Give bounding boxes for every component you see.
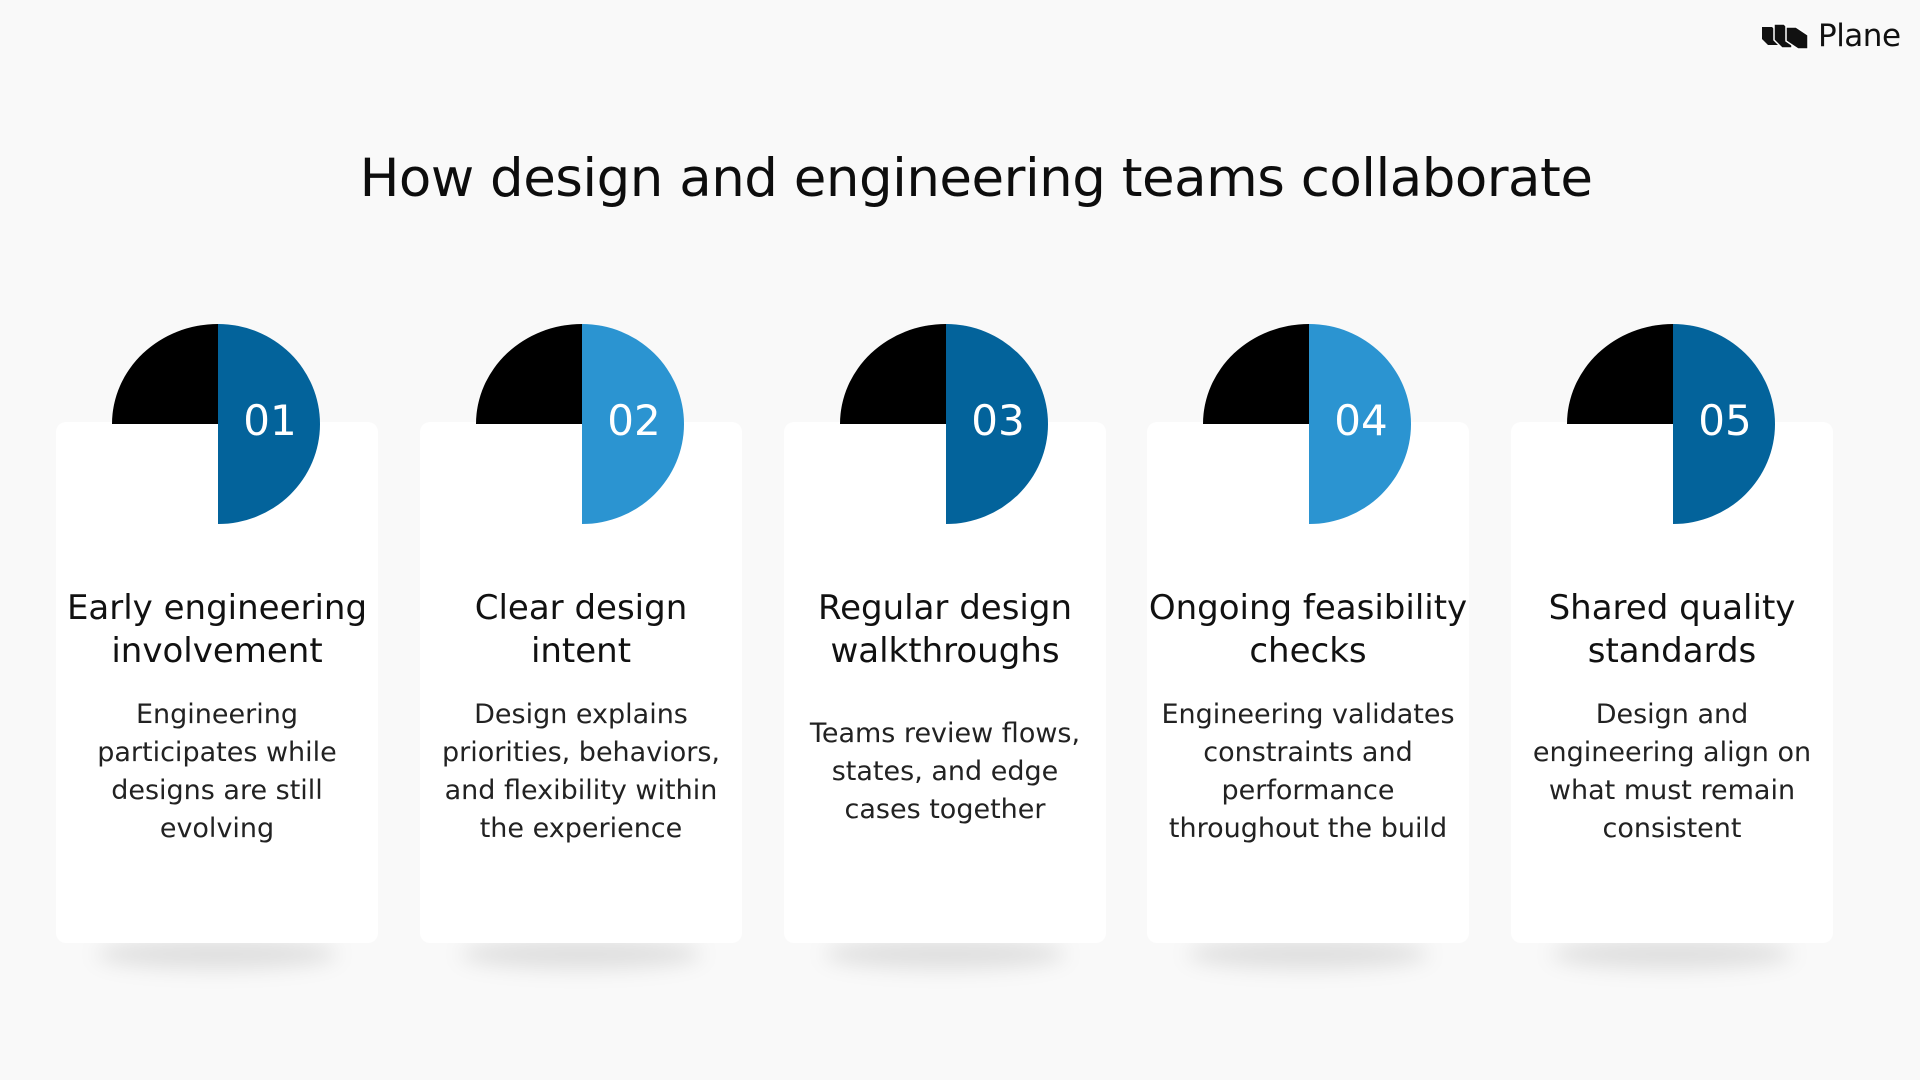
card-title: Regular design walkthroughs (817, 588, 1072, 671)
card-shadow (824, 939, 1066, 969)
step-card: 04 Ongoing feasibility checks Engineerin… (1147, 324, 1469, 969)
step-card: 01 Early engineering involvement Enginee… (56, 324, 378, 969)
card-shadow (1187, 939, 1429, 969)
card-description: Design and engineering align on what mus… (1532, 699, 1812, 844)
step-badge-icon (840, 324, 1048, 524)
step-badge-icon (1203, 324, 1411, 524)
step-card: 03 Regular design walkthroughs Teams rev… (784, 324, 1106, 969)
step-badge-icon (112, 324, 320, 524)
card-shadow (1551, 939, 1793, 969)
step-number: 02 (607, 396, 661, 445)
step-number: 03 (971, 396, 1025, 445)
card-title: Clear design intent (474, 588, 688, 671)
brand-logo: Plane (1762, 18, 1901, 54)
step-badge-icon (1567, 324, 1775, 524)
card-shadow (96, 939, 338, 969)
page-title: How design and engineering teams collabo… (359, 148, 1593, 209)
step-number: 05 (1698, 396, 1752, 445)
step-number: 04 (1334, 396, 1388, 445)
step-badge-icon (476, 324, 684, 524)
step-card: 02 Clear design intent Design explains p… (420, 324, 742, 969)
card-description: Design explains priorities, behaviors, a… (442, 699, 720, 844)
step-number: 01 (243, 396, 297, 445)
plane-logo-icon (1762, 23, 1809, 50)
brand-name: Plane (1818, 18, 1901, 54)
step-card: 05 Shared quality standards Design and e… (1511, 324, 1833, 969)
card-description: Engineering participates while designs a… (97, 699, 337, 844)
card-description: Teams review flows, states, and edge cas… (809, 718, 1081, 825)
card-description: Engineering validates constraints and pe… (1161, 699, 1455, 844)
card-title: Ongoing feasibility checks (1148, 588, 1468, 671)
card-title: Shared quality standards (1548, 588, 1796, 671)
card-title: Early engineering involvement (66, 588, 368, 671)
card-shadow (460, 939, 702, 969)
